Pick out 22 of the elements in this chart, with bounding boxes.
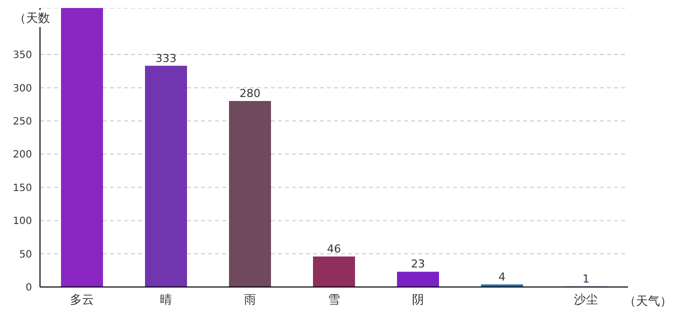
x-tick-label: 多云 [70, 292, 94, 307]
y-tick-label: 300 [12, 83, 32, 94]
data-label: 280 [240, 87, 260, 100]
data-label: 46 [327, 242, 341, 256]
x-axis-title: （天气） [624, 293, 672, 310]
y-tick-label: 50 [19, 249, 32, 260]
y-tick-label: 150 [12, 182, 32, 194]
x-tick-label: 沙尘 [574, 292, 598, 307]
data-label: 4 [498, 270, 506, 284]
x-tick-label: 晴 [160, 292, 172, 307]
data-label: 23 [411, 258, 425, 271]
y-tick-label: 0 [26, 282, 32, 294]
y-axis-title: （天数 [14, 10, 50, 27]
x-tick-label: 阴 [412, 292, 424, 307]
x-tick-label: 雪 [328, 292, 340, 307]
x-tick-label: 雨 [244, 292, 256, 307]
y-tick-label: 350 [12, 50, 32, 62]
y-tick-label: 250 [12, 116, 32, 128]
y-tick-label: 100 [12, 216, 32, 228]
data-label: 333 [156, 52, 176, 65]
y-tick-label: 200 [12, 150, 32, 161]
data-label: 1 [582, 272, 590, 286]
